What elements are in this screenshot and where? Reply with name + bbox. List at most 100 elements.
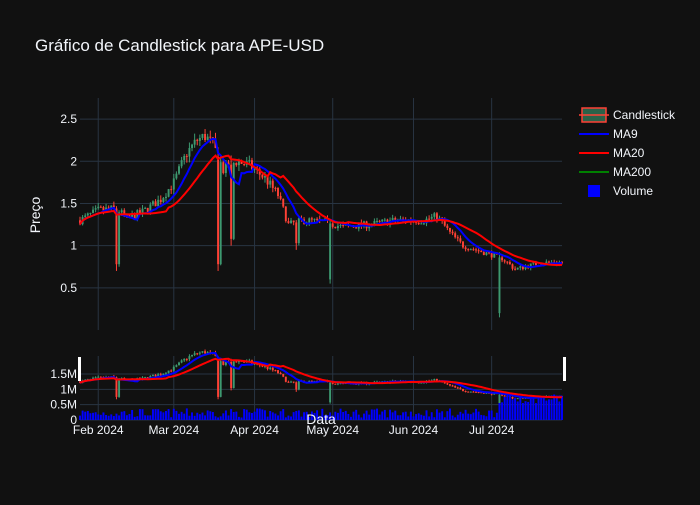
overview-body: [144, 377, 147, 379]
candle-body: [243, 163, 246, 165]
volume-bar: [352, 411, 355, 420]
candle-body: [222, 162, 225, 174]
legend-label: MA20: [613, 146, 645, 160]
volume-bar: [97, 414, 100, 420]
volume-bar: [412, 416, 415, 420]
overview-body: [172, 366, 175, 371]
legend-item[interactable]: MA200: [579, 165, 651, 179]
legend-item[interactable]: Volume: [588, 184, 653, 198]
volume-bar: [389, 409, 392, 420]
candle-body: [211, 137, 214, 139]
volume-bar: [99, 414, 102, 420]
volume-bar: [128, 413, 131, 420]
volume-bar: [193, 415, 196, 420]
volume-bar: [112, 416, 115, 420]
volume-bar: [488, 410, 491, 420]
candle-body: [144, 207, 147, 209]
overview-body: [170, 370, 173, 372]
overview-body: [219, 361, 222, 397]
volume-bar: [235, 411, 238, 420]
volume-bar: [480, 414, 483, 420]
volume-bar: [159, 411, 162, 420]
candle-body: [120, 210, 123, 213]
candle-body: [454, 233, 457, 238]
candle-body: [118, 212, 121, 265]
legend-item[interactable]: MA20: [579, 146, 645, 160]
volume-bar: [282, 409, 285, 420]
candle-body: [355, 227, 358, 229]
volume-bar: [529, 396, 532, 420]
overview-body: [230, 361, 233, 389]
x-tick-label: Apr 2024: [230, 423, 279, 437]
volume-bar: [245, 409, 248, 420]
candle-body: [219, 162, 222, 265]
overview-body: [266, 365, 269, 369]
overview-body: [308, 380, 311, 383]
volume-bar: [347, 413, 350, 420]
volume-bar: [219, 416, 222, 420]
legend[interactable]: Candlestick MA9 MA20 MA200 Volume: [579, 107, 676, 198]
candle-body: [511, 264, 514, 269]
volume-bar: [133, 416, 136, 420]
candle-body: [297, 218, 300, 244]
volume-bar: [318, 415, 321, 420]
overview-body: [295, 382, 298, 390]
volume-bar: [305, 411, 308, 420]
overview-body: [310, 380, 313, 382]
overview-body: [339, 383, 342, 385]
ma20-line: [79, 154, 563, 266]
overview-body: [433, 379, 436, 381]
candle-body: [97, 206, 100, 209]
volume-bar: [185, 408, 188, 420]
volume-bar: [141, 409, 144, 420]
volume-bar: [290, 416, 293, 420]
overview-body: [480, 392, 483, 394]
x-axis-label: Data: [306, 411, 336, 427]
candle-body: [462, 241, 464, 248]
overview-body: [167, 370, 170, 374]
volume-bar: [394, 410, 397, 420]
candle-body: [391, 217, 394, 221]
overview-body: [118, 378, 121, 397]
volume-bar: [264, 410, 266, 420]
legend-item[interactable]: MA9: [579, 127, 638, 141]
candle-body: [102, 207, 105, 211]
legend-label: MA200: [613, 165, 651, 179]
volume-bar: [162, 412, 165, 420]
price-panel: 0.5 1 1.5 2 2.5: [60, 98, 563, 330]
overview-body: [451, 385, 454, 387]
volume-bar: [227, 415, 230, 420]
volume-bar: [313, 412, 316, 420]
volume-bar: [368, 414, 371, 420]
candle-body: [264, 175, 266, 178]
overview-body: [467, 391, 470, 393]
volume-bar: [125, 415, 128, 420]
ma9-line: [79, 137, 563, 269]
candle-body: [209, 136, 212, 138]
candle-body: [230, 164, 233, 239]
overview-body: [271, 367, 274, 371]
candle-body: [446, 225, 449, 228]
volume-bar: [396, 415, 399, 420]
candle-body: [107, 207, 110, 209]
volume-bar: [217, 417, 220, 420]
overview-body: [204, 351, 207, 354]
candle-body: [529, 263, 532, 269]
candle-body: [376, 220, 378, 222]
candle-body: [459, 238, 462, 242]
volume-bar: [230, 409, 233, 420]
candle-body: [159, 199, 162, 203]
candle-body: [344, 224, 347, 226]
overview-ma20-line: [79, 357, 562, 399]
legend-item[interactable]: Candlestick: [579, 107, 676, 123]
volume-bar: [79, 415, 81, 420]
candle-body: [193, 139, 196, 145]
candle-body: [508, 262, 511, 265]
candle-body: [86, 213, 89, 216]
candle-body: [235, 162, 238, 166]
range-handle-right: [563, 357, 566, 381]
volume-bar: [256, 408, 259, 420]
candle-body: [94, 208, 97, 210]
volume-bar: [198, 414, 201, 420]
candle-body: [368, 226, 371, 229]
